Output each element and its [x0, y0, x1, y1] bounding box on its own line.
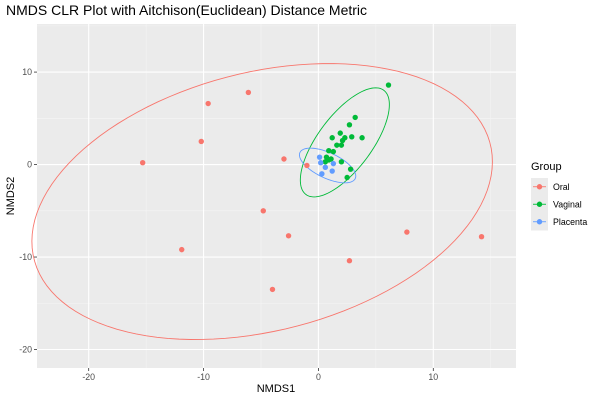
legend-key-point [536, 219, 543, 225]
point-vaginal [344, 174, 350, 181]
point-vaginal [338, 159, 345, 165]
legend-key-point [536, 201, 543, 207]
point-placenta [322, 164, 329, 171]
x-tick-label: -20 [82, 372, 95, 382]
point-oral [285, 233, 292, 239]
point-vaginal [326, 147, 332, 154]
point-placenta [330, 160, 337, 167]
point-oral [346, 258, 353, 264]
data-points [139, 82, 485, 293]
point-vaginal [349, 134, 355, 140]
y-tick-label: 10 [22, 67, 32, 77]
legend-label-vaginal: Vaginal [553, 199, 582, 209]
point-placenta [329, 168, 335, 174]
y-tick-label: -20 [19, 345, 32, 355]
point-oral [260, 208, 266, 214]
y-tick-label: -10 [19, 252, 32, 262]
point-vaginal [322, 159, 329, 165]
point-placenta [319, 171, 325, 177]
point-oral [478, 233, 485, 240]
legend-item-vaginal: Vaginal [531, 195, 582, 213]
legend-label-placenta: Placenta [553, 217, 587, 227]
axes: -20 -10 0 10 -20 -10 0 10 [19, 67, 438, 382]
point-placenta [316, 154, 323, 160]
y-axis-title: NMDS2 [5, 177, 17, 216]
point-vaginal [339, 137, 346, 144]
chart-title: NMDS CLR Plot with Aitchison(Euclidean) … [6, 2, 367, 18]
legend: Group Oral Vaginal Placenta [531, 161, 587, 231]
legend-items: Oral Vaginal Placenta [531, 178, 587, 231]
point-oral [281, 156, 287, 162]
point-oral [179, 246, 185, 253]
point-placenta [318, 160, 324, 166]
point-vaginal [338, 142, 345, 148]
point-oral [198, 138, 204, 145]
plot-panel [37, 24, 516, 368]
grid-major [37, 24, 516, 368]
legend-label-oral: Oral [553, 182, 570, 192]
point-oral [304, 162, 310, 169]
point-vaginal [346, 122, 353, 128]
point-oral [269, 286, 276, 293]
point-oral [245, 89, 252, 96]
y-tick-label: 0 [27, 160, 32, 170]
legend-key-point [536, 184, 543, 190]
point-vaginal [385, 82, 392, 88]
x-tick-label: -10 [197, 372, 210, 382]
legend-item-oral: Oral [531, 178, 570, 196]
point-oral [139, 160, 146, 166]
point-vaginal [337, 130, 343, 136]
legend-item-placenta: Placenta [531, 213, 587, 231]
x-axis-title: NMDS1 [257, 383, 296, 395]
grid-minor [37, 24, 516, 368]
ellipse-vaginal [299, 87, 390, 198]
x-tick-label: 10 [428, 372, 438, 382]
x-tick-label: 0 [316, 372, 321, 382]
point-vaginal [334, 142, 340, 148]
ellipse-oral [31, 63, 493, 340]
point-oral [404, 229, 410, 235]
point-vaginal [330, 148, 337, 155]
legend-title: Group [531, 161, 562, 173]
point-oral [205, 100, 211, 107]
ellipse-placenta [298, 147, 357, 184]
point-vaginal [329, 135, 335, 141]
point-vaginal [347, 166, 354, 172]
point-vaginal [352, 114, 358, 121]
point-vaginal [359, 135, 365, 141]
confidence-ellipses [31, 63, 493, 340]
